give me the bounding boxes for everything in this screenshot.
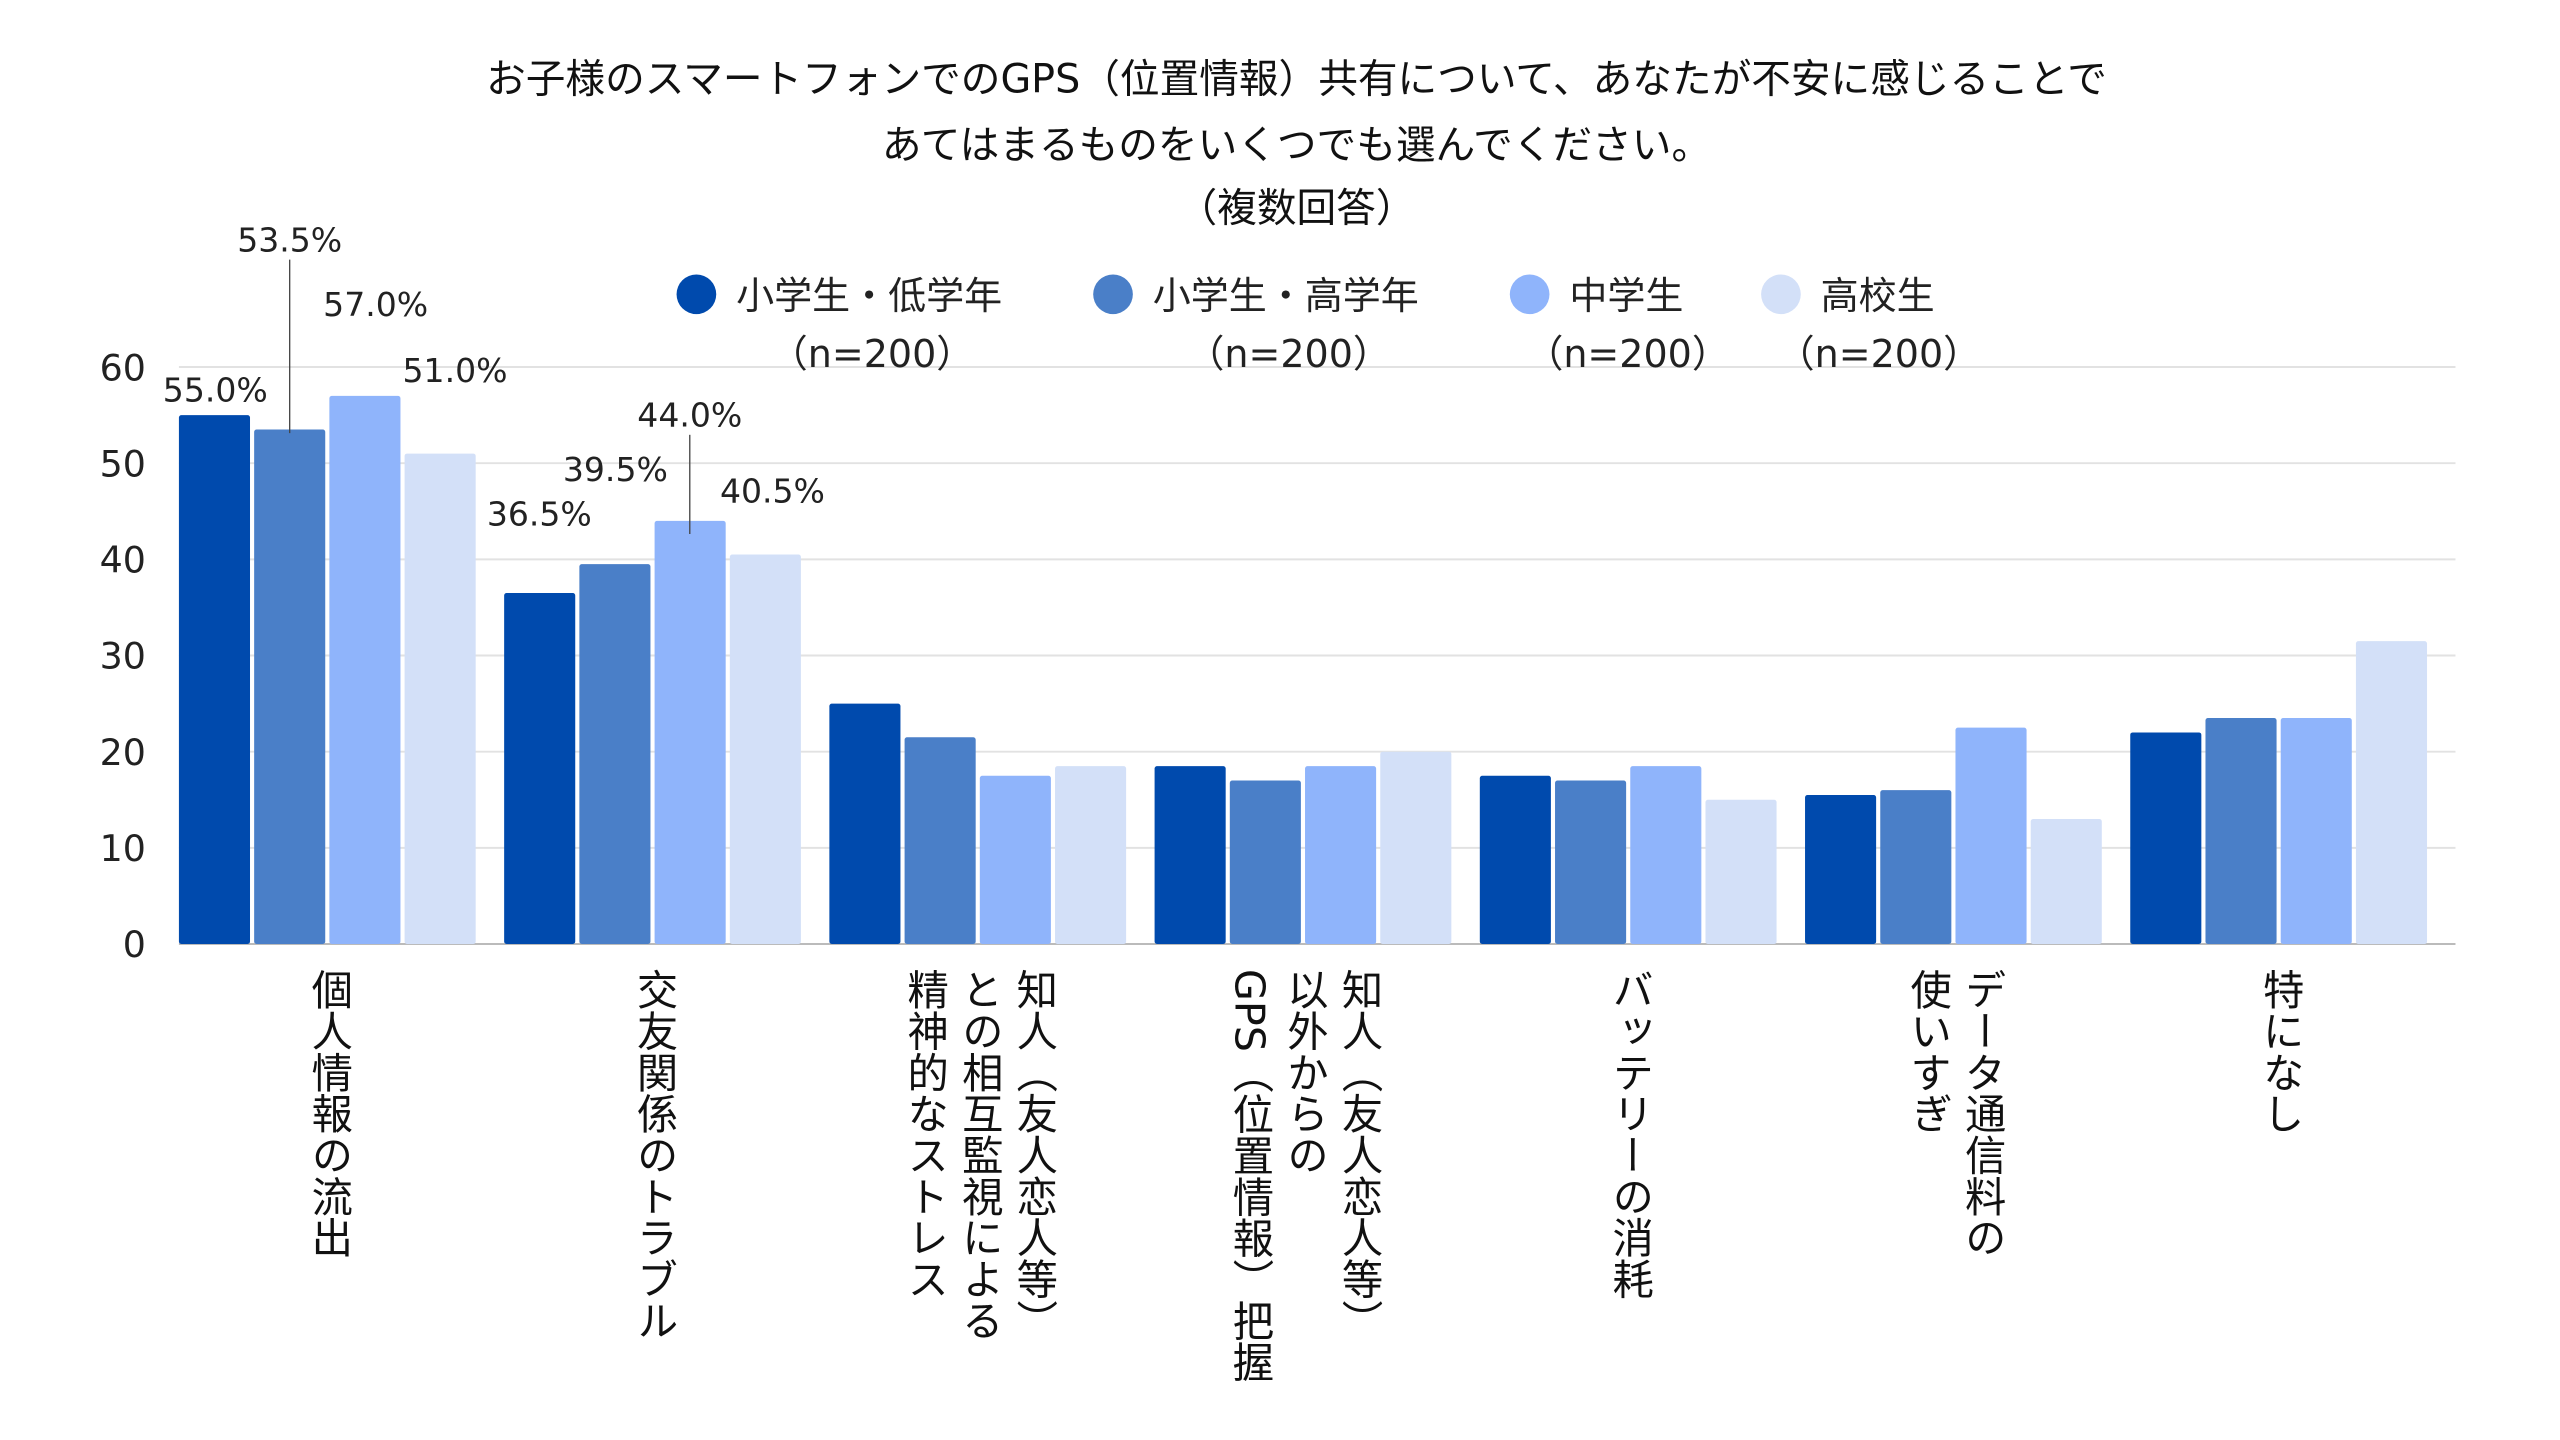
legend-sublabel: （n=200） <box>770 332 975 376</box>
bar-0-3 <box>1154 766 1226 945</box>
data-label: 57.0% <box>323 285 428 324</box>
y-tick-label: 60 <box>100 346 146 389</box>
category-label: GPS（位置情報）把握 <box>1225 969 1274 1383</box>
bar-0-4 <box>1479 775 1551 945</box>
category-label: 交友関係のトラブル <box>630 969 678 1341</box>
bar-3-0 <box>404 453 476 945</box>
category-label: 知人（友人恋人等） <box>1009 969 1058 1341</box>
bar-0-2 <box>829 703 901 945</box>
legend-marker-icon <box>1093 274 1133 315</box>
y-tick-label: 0 <box>123 923 146 966</box>
data-label: 55.0% <box>163 371 268 410</box>
category-label: 特になし <box>2256 969 2304 1134</box>
data-label: 44.0% <box>637 396 742 435</box>
legend-marker-icon <box>1761 274 1801 315</box>
data-label: 53.5% <box>237 220 342 259</box>
legend-sublabel: （n=200） <box>1186 332 1391 376</box>
legend-label: 小学生・高学年 <box>1153 274 1419 318</box>
data-label: 39.5% <box>563 450 668 489</box>
bar-1-3 <box>1229 780 1301 945</box>
data-label: 36.5% <box>487 495 592 534</box>
bar-0-6 <box>2130 732 2202 945</box>
title-line: （複数回答） <box>1178 186 1416 232</box>
bar-1-4 <box>1555 780 1627 945</box>
bar-1-1 <box>579 564 651 945</box>
legend-marker-icon <box>1509 274 1550 315</box>
data-label: 40.5% <box>720 472 825 511</box>
data-labels: 55.0% 36.5% 53.5% 39.5% 57.0% 44.0% 51.0% 40.5% <box>163 220 825 535</box>
y-tick-label: 20 <box>100 731 146 774</box>
chart-title: お子様のスマートフォンでのGPS（位置情報）共有について、あなたが不安に感じるこ… <box>486 57 2107 232</box>
bar-1-2 <box>904 737 976 945</box>
y-axis: 0 10 20 30 40 50 60 <box>100 346 146 966</box>
legend-sublabel: （n=200） <box>1525 332 1730 376</box>
category-label: 使いすぎ <box>1903 969 1952 1134</box>
legend-label: 小学生・低学年 <box>736 274 1002 318</box>
bar-2-5 <box>1955 727 2027 945</box>
bar-2-0 <box>329 395 401 945</box>
bars <box>178 395 2428 945</box>
bar-1-5 <box>1880 790 1952 945</box>
x-axis-categories: 個人情報の流出 交友関係のトラブル 知人（友人恋人等）との相互監視による精神的なスト… <box>304 969 2303 1383</box>
bar-3-5 <box>2030 819 2102 945</box>
category-label: 知人（友人恋人等） <box>1335 969 1384 1341</box>
bar-3-1 <box>729 554 801 945</box>
legend: 小学生・低学年 （n=200） 小学生・高学年 （n=200） 中学生 （n=200） 高校… <box>676 274 1982 376</box>
bar-0-5 <box>1805 794 1877 945</box>
legend-marker-icon <box>676 274 717 315</box>
bar-2-2 <box>979 775 1051 945</box>
legend-label: 高校生 <box>1821 274 1935 318</box>
legend-label: 中学生 <box>1569 274 1683 318</box>
category-label: データ通信料の <box>1958 969 2006 1258</box>
category-label: との相互監視による <box>955 969 1003 1341</box>
title-line: あてはまるものをいくつでも選んでください。 <box>882 123 1711 169</box>
category-label: 以外からの <box>1280 969 1328 1176</box>
bar-3-3 <box>1380 751 1452 945</box>
category-label: 精神的なストレス <box>900 969 948 1300</box>
bar-2-6 <box>2280 718 2352 945</box>
bar-1-0 <box>254 429 326 945</box>
bar-3-2 <box>1055 766 1127 945</box>
legend-sublabel: （n=200） <box>1777 332 1982 376</box>
y-tick-label: 10 <box>100 827 146 870</box>
category-label: 個人情報の流出 <box>304 969 353 1258</box>
bar-0-0 <box>178 415 251 945</box>
data-label: 51.0% <box>403 351 508 390</box>
bar-2-1 <box>654 520 726 945</box>
bar-2-4 <box>1630 766 1702 945</box>
bar-0-1 <box>504 593 576 945</box>
y-tick-label: 50 <box>100 442 146 485</box>
y-tick-label: 40 <box>100 539 146 582</box>
y-tick-label: 30 <box>100 635 146 678</box>
bar-1-6 <box>2205 718 2277 945</box>
title-line: お子様のスマートフォンでのGPS（位置情報）共有について、あなたが不安に感じるこ… <box>486 57 2107 103</box>
category-label: バッテリーの消耗 <box>1605 969 1653 1300</box>
bar-3-4 <box>1705 799 1777 945</box>
bar-2-3 <box>1305 766 1377 945</box>
bar-3-6 <box>2355 641 2428 945</box>
